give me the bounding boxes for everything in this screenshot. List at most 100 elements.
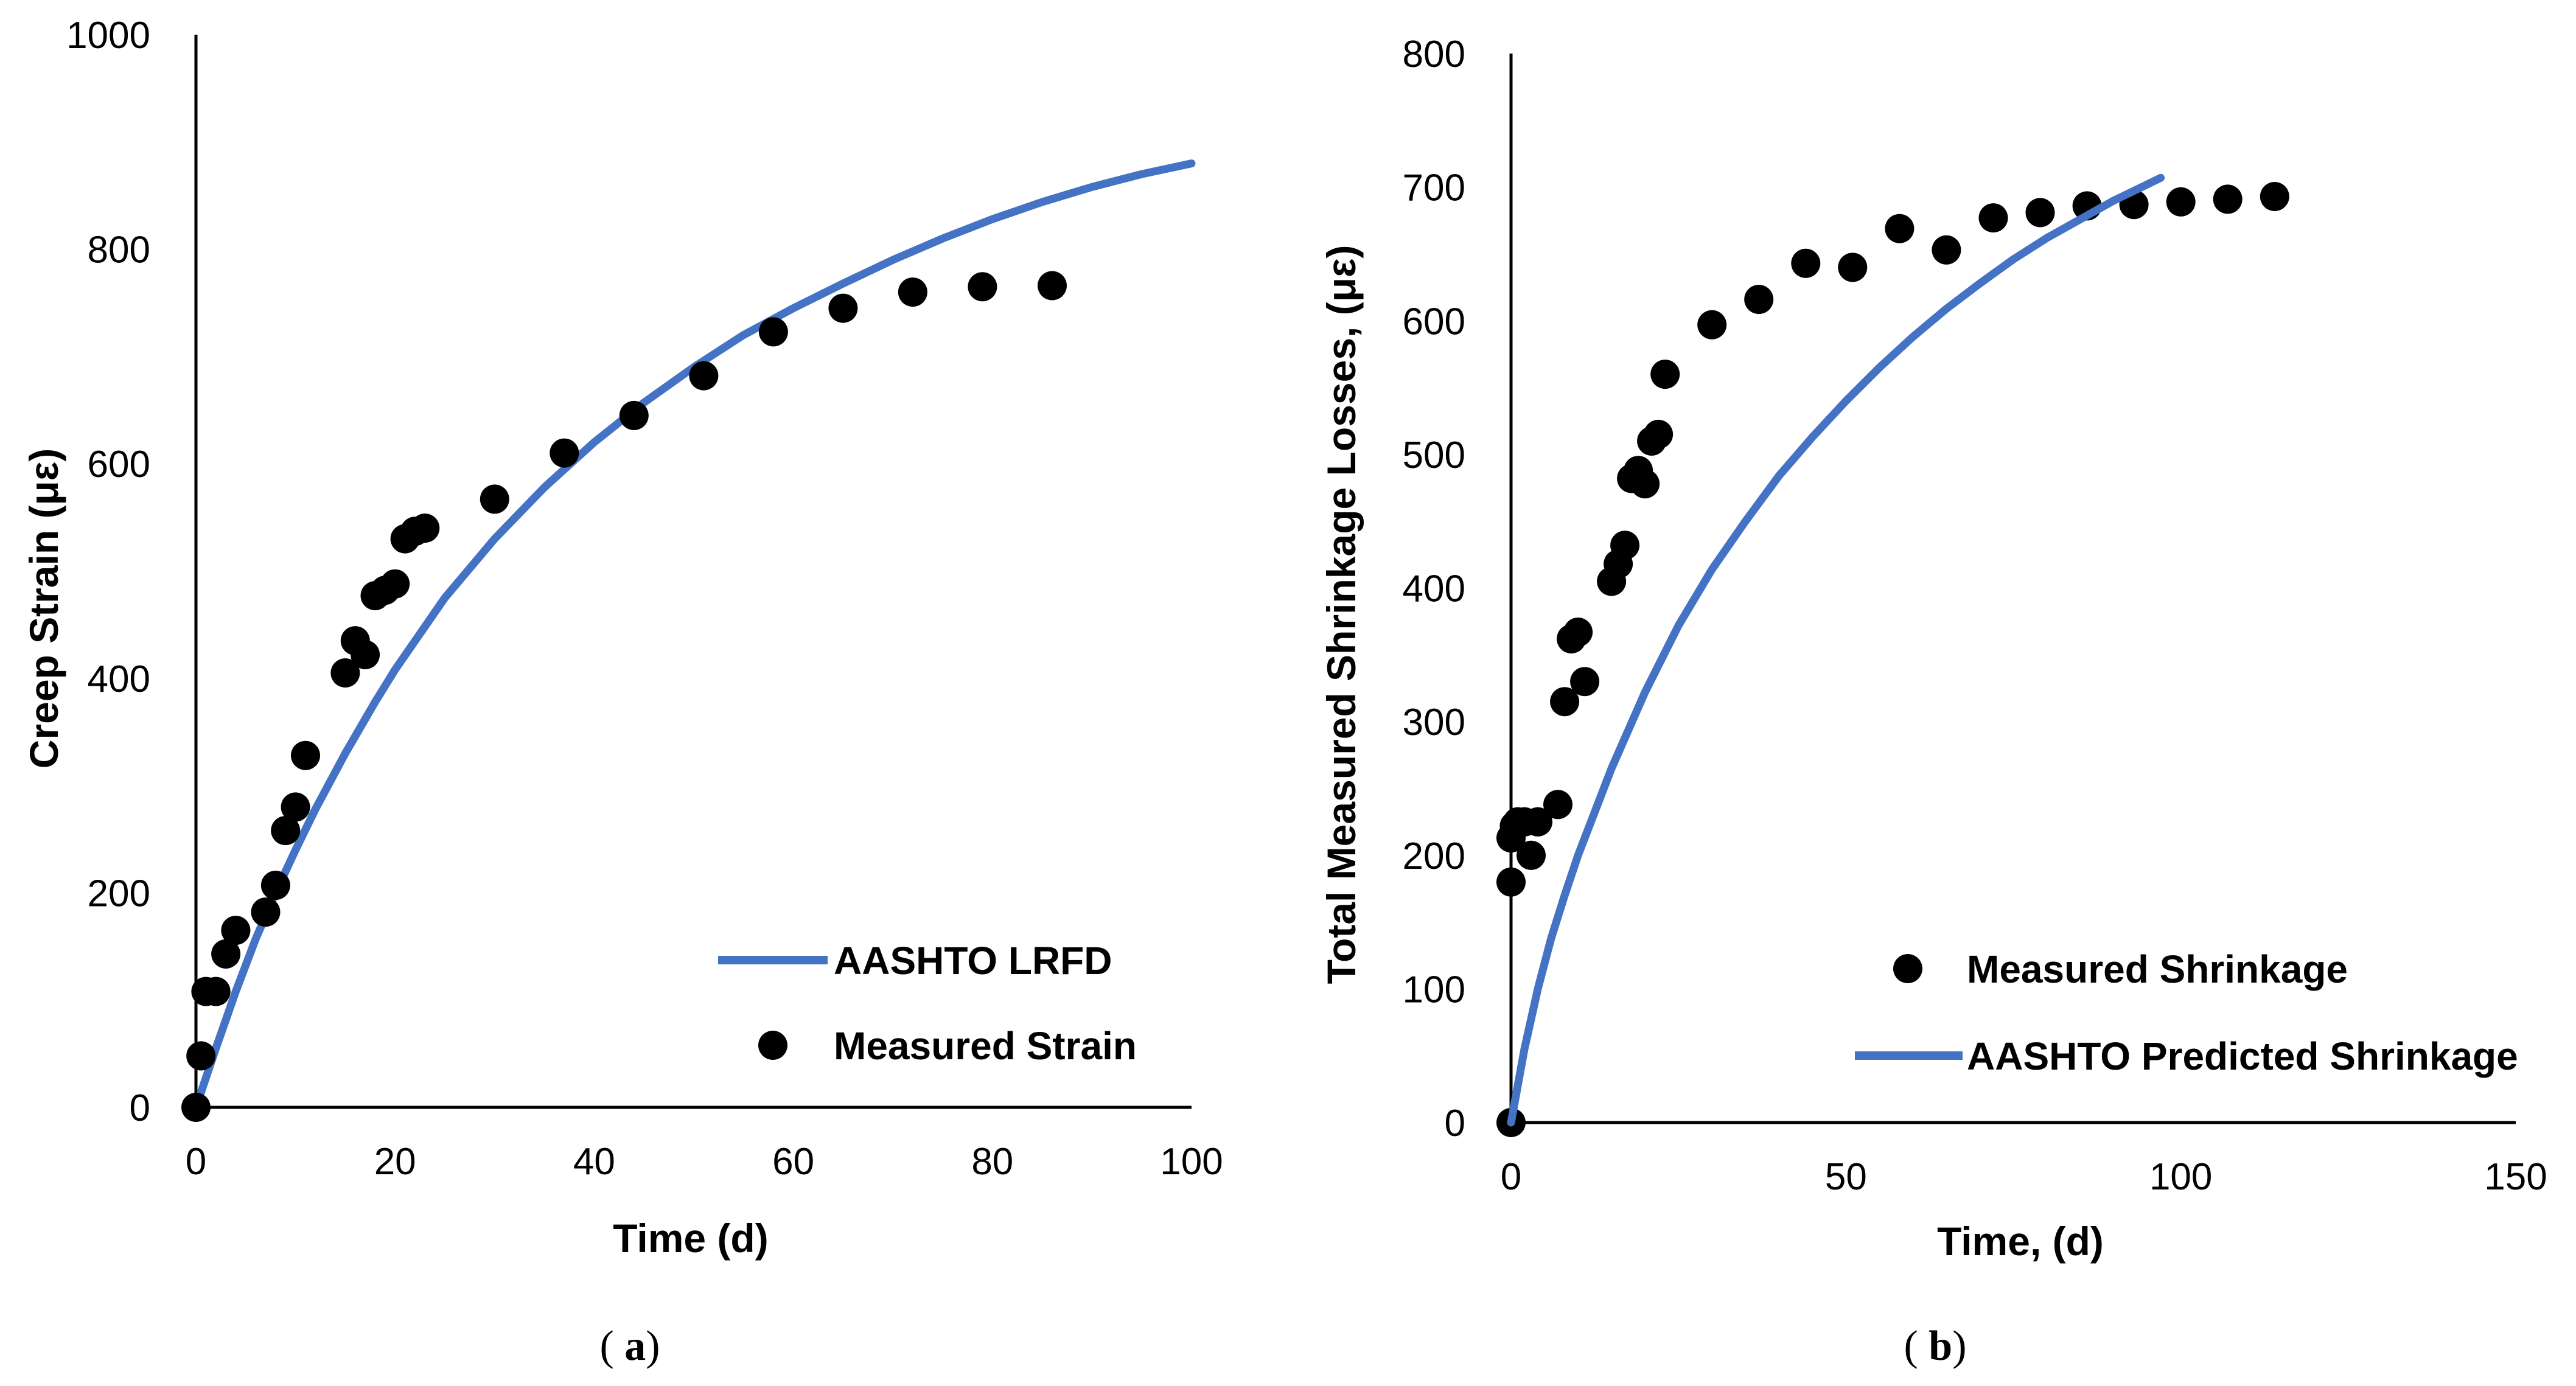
panel-b-data-point [1550, 687, 1580, 717]
panel-a-data-point [898, 277, 927, 307]
panel-b-data-point [1650, 360, 1680, 389]
panel-a-data-point [550, 438, 579, 468]
panel-b-label-text: ( [1904, 1323, 1918, 1370]
panel-a-y-tick-label: 200 [88, 872, 150, 914]
panel-a-data-point [410, 514, 440, 543]
panel-b-data-point [1744, 285, 1774, 315]
panel-a-y-tick-label: 400 [88, 658, 150, 700]
panel-b-chart: 0 100 200 300 400 500 600 700 800 0 50 100 150 Time… [1319, 33, 2547, 1370]
panel-a-y-ticks: 0 200 400 600 800 1000 [66, 15, 150, 1129]
panel-a-x-tick-label: 40 [573, 1141, 615, 1183]
panel-b-data-point [1838, 252, 1868, 282]
panel-b-data-point [2213, 184, 2243, 214]
panel-b-x-tick-label: 150 [2484, 1156, 2547, 1198]
panel-b-data-point [1885, 214, 1915, 243]
panel-b-y-tick-label: 800 [1403, 33, 1465, 75]
panel-a-data-point [211, 939, 241, 969]
panel-b-data-point [1496, 867, 1526, 897]
panel-a-y-axis-title: Creep Strain (με) [21, 448, 66, 768]
panel-b-data-point [1517, 840, 1546, 870]
panel-b-data-point [1644, 419, 1674, 449]
panel-b-data-point [1630, 469, 1660, 499]
panel-a-data-point [221, 916, 251, 945]
panel-b-data-point [1978, 203, 2008, 233]
panel-a-data-point [828, 293, 858, 323]
panel-b-y-tick-label: 500 [1403, 434, 1465, 476]
panel-a-data-point [380, 569, 410, 599]
panel-b-data-point [1932, 235, 1961, 265]
panel-b-data-point [2260, 182, 2289, 211]
panel-b-y-tick-label: 100 [1403, 969, 1465, 1011]
panel-b-label: ( b) [1904, 1323, 1966, 1370]
panel-a-y-tick-label: 1000 [66, 15, 150, 57]
panel-a-data-point [689, 361, 719, 391]
panel-a-label-close: ) [646, 1323, 660, 1370]
panel-b-data-point [1523, 807, 1552, 837]
panel-a-data-point [271, 816, 301, 846]
panel-a-data-point [758, 317, 788, 347]
panel-a-data-point [619, 400, 649, 430]
panel-a-label-text: ( [599, 1323, 613, 1370]
panel-a-data-point [351, 640, 380, 669]
panel-a-x-tick-label: 0 [186, 1141, 206, 1183]
panel-b-y-tick-label: 300 [1403, 702, 1465, 743]
panel-b-series [1496, 173, 2289, 1137]
panel-a-x-ticks: 0 20 40 60 80 100 [186, 1141, 1223, 1183]
panel-a-legend-label-aashto-lrfd: AASHTO LRFD [834, 939, 1112, 983]
panel-b-data-point [1570, 667, 1600, 697]
panel-b-x-ticks: 0 50 100 150 [1501, 1156, 2547, 1198]
panel-a-x-axis-title: Time (d) [613, 1216, 768, 1261]
panel-a-y-tick-label: 800 [88, 229, 150, 271]
panel-b-legend: Measured Shrinkage AASHTO Predicted Shri… [1855, 947, 2518, 1078]
panel-b-data-point [1543, 790, 1572, 820]
panel-a-data-point [1038, 271, 1067, 301]
panel-a-data-point [201, 977, 231, 1006]
panel-a-y-tick-label: 0 [130, 1087, 150, 1129]
panel-b-legend-dot-swatch [1893, 954, 1922, 983]
panel-b-x-tick-label: 50 [1825, 1156, 1867, 1198]
panel-b-legend-label-measured-shrinkage: Measured Shrinkage [1967, 947, 2348, 991]
panel-b-y-tick-label: 0 [1445, 1102, 1465, 1144]
panel-b-x-tick-label: 0 [1501, 1156, 1521, 1198]
panel-b-y-tick-label: 400 [1403, 568, 1465, 610]
panel-a-data-point [968, 272, 997, 302]
panel-b-y-tick-label: 600 [1403, 301, 1465, 343]
panel-a-data-point [251, 897, 281, 927]
panel-a-legend-dot-swatch [758, 1031, 787, 1060]
panel-b-y-tick-label: 200 [1403, 835, 1465, 877]
panel-a-data-point [181, 1093, 211, 1122]
panel-b-legend-label-aashto-predicted: AASHTO Predicted Shrinkage [1967, 1034, 2518, 1078]
panel-b-x-tick-label: 100 [2149, 1156, 2212, 1198]
panel-a-x-tick-label: 60 [772, 1141, 814, 1183]
panel-a-data-point [330, 658, 360, 688]
panel-b-series-line-aashto-predicted-shrinkage [1507, 173, 2165, 1127]
panel-a-label: ( a) [599, 1323, 660, 1370]
panel-a-data-point [480, 484, 509, 514]
panel-b-data-point [2166, 187, 2196, 217]
panel-a-data-point [291, 740, 320, 770]
panel-a-data-point [260, 871, 290, 900]
panel-a-y-tick-label: 600 [88, 444, 150, 486]
panel-b-data-point [1697, 310, 1727, 340]
panel-a-legend-label-measured-strain: Measured Strain [834, 1024, 1137, 1068]
panel-b-label-letter: b [1929, 1323, 1952, 1370]
panel-a-x-tick-label: 100 [1160, 1141, 1223, 1183]
panel-b-data-point [1610, 531, 1640, 560]
panel-b-data-point [1791, 248, 1821, 278]
panel-a-x-tick-label: 20 [374, 1141, 416, 1183]
panel-a-data-point [186, 1041, 216, 1071]
panel-b-y-tick-label: 700 [1403, 167, 1465, 209]
panel-b-data-point [1563, 618, 1593, 647]
panel-a-label-letter: a [624, 1323, 646, 1370]
panel-b-y-axis-title: Total Measured Shrinkage Losses, (με) [1319, 245, 1364, 984]
panel-a-legend: AASHTO LRFD Measured Strain [718, 939, 1137, 1068]
panel-b-x-axis-title: Time, (d) [1937, 1219, 2104, 1264]
panel-a-x-tick-label: 80 [971, 1141, 1013, 1183]
panel-a-series [181, 159, 1196, 1122]
panel-b-data-point [2025, 198, 2055, 228]
panel-b-y-ticks: 0 100 200 300 400 500 600 700 800 [1403, 33, 1465, 1144]
panel-b-label-close: ) [1952, 1323, 1966, 1370]
